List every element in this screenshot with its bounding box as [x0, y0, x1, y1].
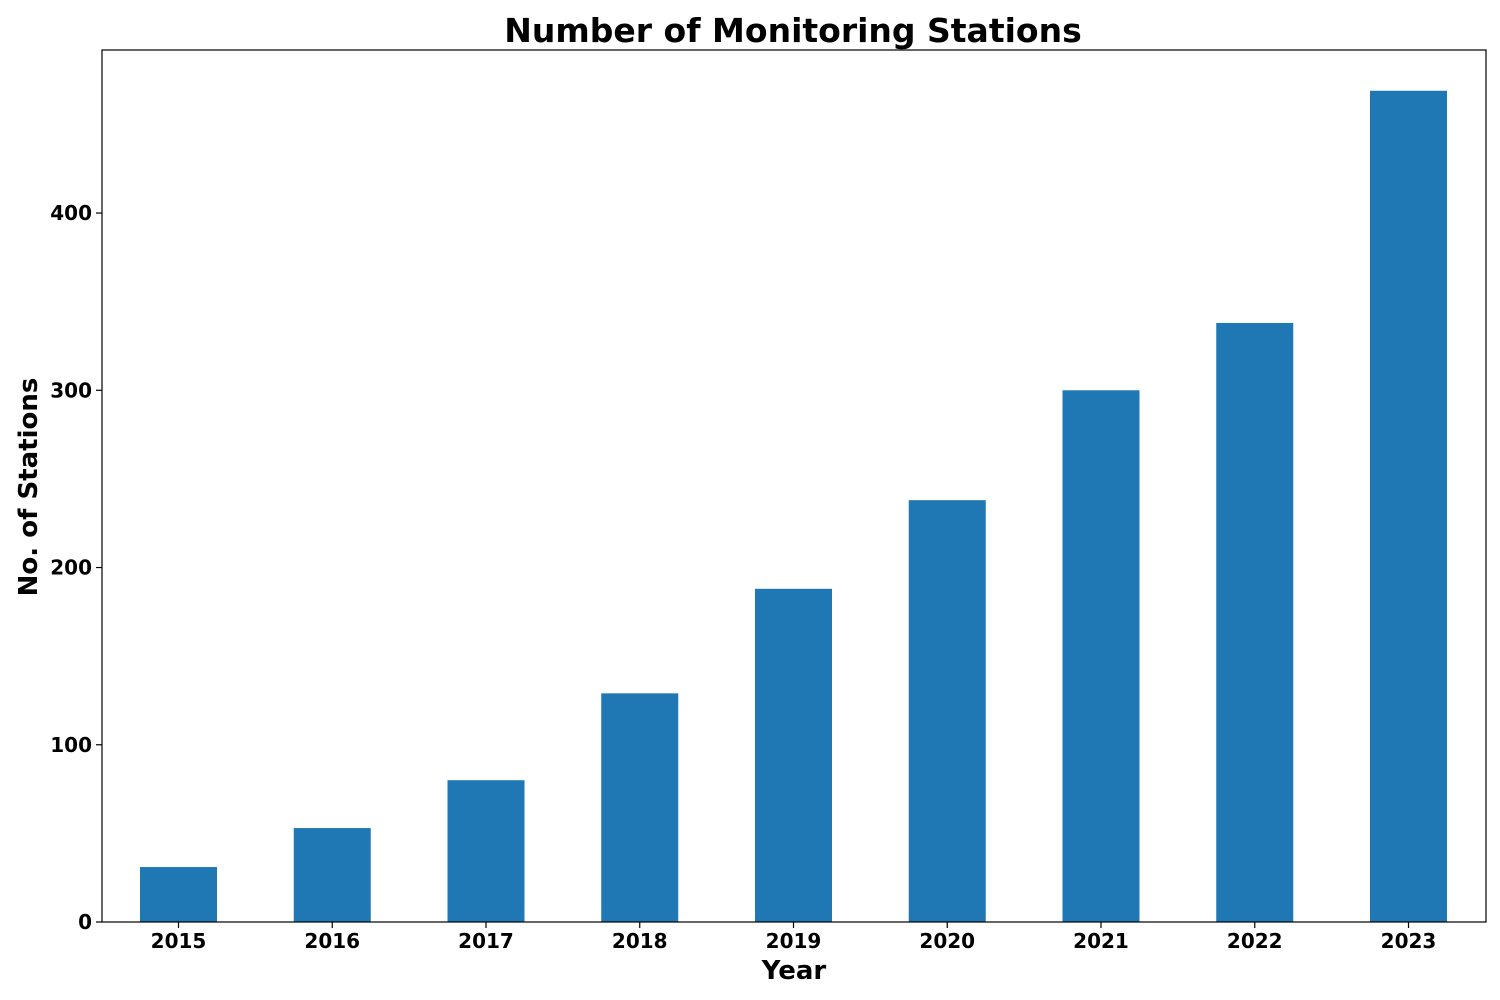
x-axis-ticks: 2015 2016 2017 2018 2019 2020 2021 2022 2023: [151, 922, 1437, 953]
y-axis-ticks: 0 100 200 300 400: [50, 201, 102, 934]
chart-title: Number of Monitoring Stations: [504, 11, 1081, 50]
y-tick-label: 200: [50, 556, 92, 580]
y-axis-label: No. of Stations: [14, 378, 44, 597]
x-tick-label: 2022: [1227, 929, 1283, 953]
x-tick-label: 2016: [304, 929, 360, 953]
x-tick-label: 2018: [612, 929, 668, 953]
bar-2020: [908, 500, 986, 922]
y-tick-label: 300: [50, 378, 92, 402]
x-tick-label: 2023: [1381, 929, 1437, 953]
x-tick-label: 2021: [1073, 929, 1129, 953]
y-tick-label: 400: [50, 201, 92, 225]
x-tick-label: 2015: [151, 929, 207, 953]
x-tick-label: 2019: [766, 929, 822, 953]
bar-2015: [140, 867, 217, 922]
x-tick-label: 2017: [458, 929, 514, 953]
x-tick-label: 2020: [919, 929, 975, 953]
bar-2022: [1216, 322, 1294, 922]
y-tick-label: 0: [78, 910, 92, 934]
bar-2018: [601, 693, 679, 922]
plot-frame: [101, 49, 1487, 923]
bar-2021: [1062, 390, 1140, 922]
bar-2023: [1370, 90, 1447, 923]
bar-2017: [447, 780, 525, 922]
bar-2019: [755, 588, 832, 922]
y-tick-label: 100: [50, 733, 92, 757]
x-axis-label: Year: [761, 956, 827, 986]
bar-series: [140, 90, 1447, 923]
bar-2016: [293, 828, 371, 922]
